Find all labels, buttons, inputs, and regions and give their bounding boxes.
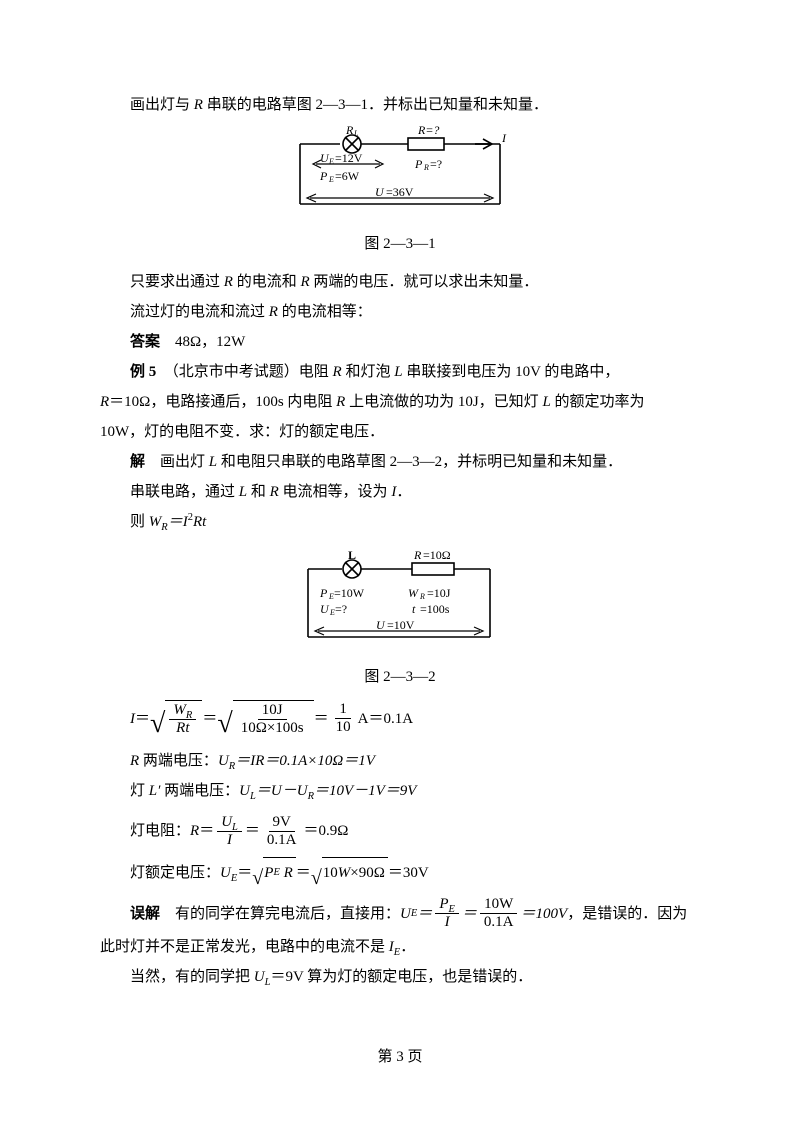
wr-eqn: 则 WR＝I2Rt xyxy=(100,507,700,537)
example-label: 例 5 xyxy=(130,364,156,380)
svg-text:=100s: =100s xyxy=(420,602,450,616)
example-5-cont1: R＝10Ω，电路接通后，100s 内电阻 R 上电流做的功为 10J，已知灯 L… xyxy=(100,387,700,417)
svg-text:P: P xyxy=(414,157,423,171)
page-number: 第 3 页 xyxy=(100,1042,700,1072)
text: 串联的电路草图 2—3—1．并标出已知量和未知量． xyxy=(203,97,548,113)
eq-UL: 灯 L′ 两端电压：UL＝U－UR＝10V－1V＝9V xyxy=(100,776,700,806)
svg-text:P: P xyxy=(319,169,328,183)
misunder-line3: 当然，有的同学把 UL＝9V 算为灯的额定电压，也是错误的． xyxy=(100,962,700,992)
svg-text:U: U xyxy=(375,185,385,199)
eq-UR: R 两端电压：UR＝IR＝0.1A×10Ω＝1V xyxy=(100,746,700,776)
svg-text:R: R xyxy=(345,126,354,137)
figure-2-caption: 图 2—3—2 xyxy=(100,662,700,692)
svg-text:=?: =? xyxy=(335,602,347,616)
svg-text:R: R xyxy=(413,551,422,562)
eq-I: I＝ √WRRt ＝ √10J10Ω×100s ＝ 110 A＝0.1A xyxy=(130,700,700,738)
svg-text:=?: =? xyxy=(430,157,442,171)
svg-text:I: I xyxy=(501,131,507,145)
example-5-cont2: 10W，灯的电阻不变．求：灯的额定电压． xyxy=(100,417,700,447)
answer-line: 答案 48Ω，12W xyxy=(100,327,700,357)
misunder-line2: 此时灯并不是正常发光，电路中的电流不是 IE． xyxy=(100,932,700,962)
eq-UE: 灯额定电压： UE＝ √PE R ＝ √10W×90Ω ＝30V xyxy=(130,857,700,888)
svg-text:=10W: =10W xyxy=(334,586,365,600)
svg-text:t: t xyxy=(412,602,416,616)
svg-text:E: E xyxy=(328,157,334,166)
p-find-unknown: 只要求出通过 R 的电流和 R 两端的电压．就可以求出未知量． xyxy=(100,267,700,297)
p-current-equal: 流过灯的电流和流过 R 的电流相等： xyxy=(100,297,700,327)
svg-text:R: R xyxy=(423,163,429,172)
misunder-line1: 误解 有的同学在算完电流后，直接用： UE＝ PEI ＝ 10W0.1A ＝10… xyxy=(100,896,700,932)
figure-1: RL R=? I UE =12V PE =6W PR=? U =36V xyxy=(100,126,700,227)
svg-text:U: U xyxy=(376,618,386,632)
svg-text:U: U xyxy=(320,602,330,616)
series-note: 串联电路，通过 L 和 R 电流相等，设为 I． xyxy=(100,477,700,507)
solution-label: 解 xyxy=(130,454,145,470)
svg-text:=10Ω: =10Ω xyxy=(423,551,451,562)
svg-text:R: R xyxy=(419,592,425,601)
eq-RL: 灯电阻： R＝ ULI ＝ 9V0.1A ＝0.9Ω xyxy=(130,814,700,850)
solution-line: 解 画出灯 L 和电阻只串联的电路草图 2—3—2，并标明已知量和未知量． xyxy=(100,447,700,477)
svg-text:L: L xyxy=(353,129,359,138)
example-5: 例 5 （北京市中考试题）电阻 R 和灯泡 L 串联接到电压为 10V 的电路中… xyxy=(100,357,700,387)
svg-text:E: E xyxy=(328,175,334,184)
figure-1-caption: 图 2—3—1 xyxy=(100,229,700,259)
misunder-label: 误解 xyxy=(130,899,160,929)
svg-text:L: L xyxy=(348,551,356,562)
text: 画出灯与 xyxy=(130,97,194,113)
svg-text:=10V: =10V xyxy=(387,618,415,632)
svg-text:P: P xyxy=(319,586,328,600)
svg-text:=36V: =36V xyxy=(386,185,414,199)
answer-label: 答案 xyxy=(130,334,160,350)
var-R: R xyxy=(194,97,203,113)
svg-text:R=?: R=? xyxy=(417,126,439,137)
svg-text:=6W: =6W xyxy=(335,169,360,183)
figure-2: L R=10Ω PE=10W UE=? WR =10J t =100s U =1… xyxy=(100,551,700,660)
intro-line: 画出灯与 R 串联的电路草图 2—3—1．并标出已知量和未知量． xyxy=(100,90,700,120)
svg-text:=10J: =10J xyxy=(427,586,451,600)
svg-text:=12V: =12V xyxy=(335,151,363,165)
svg-text:W: W xyxy=(408,586,419,600)
